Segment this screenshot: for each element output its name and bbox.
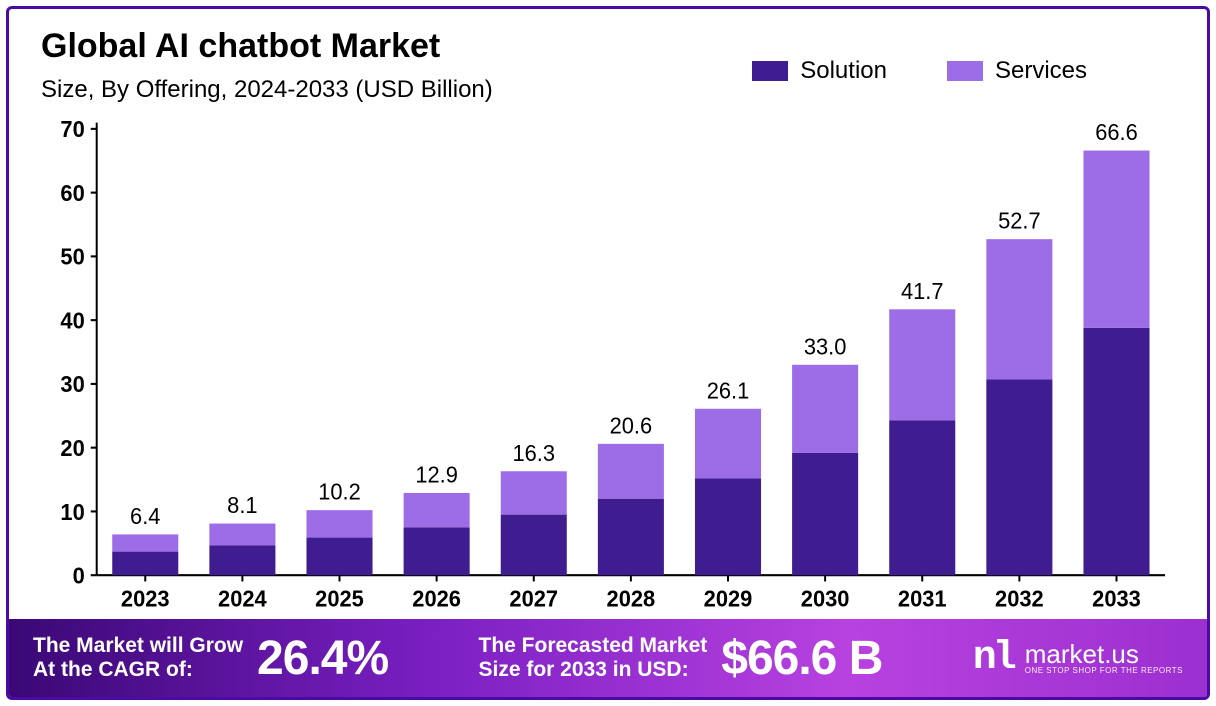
x-tick-label: 2031	[898, 586, 947, 612]
bar-total-label: 33.0	[804, 334, 847, 360]
brand-name: market.us	[1025, 641, 1183, 667]
x-tick-label: 2029	[704, 586, 753, 612]
x-tick-label: 2033	[1092, 586, 1141, 612]
brand: nl market.us ONE STOP SHOP FOR THE REPOR…	[973, 636, 1183, 681]
x-tick-label: 2028	[607, 586, 656, 612]
svg-text:20: 20	[60, 436, 84, 462]
bar-segment	[598, 444, 664, 499]
legend-swatch-solution	[752, 61, 788, 81]
forecast-value: $66.6 B	[721, 631, 882, 686]
bar-segment	[889, 420, 955, 575]
bar-total-label: 26.1	[707, 378, 750, 404]
bar-segment	[501, 515, 567, 576]
bar-segment	[986, 239, 1052, 379]
bar-segment	[404, 493, 470, 527]
chart-area: 0102030405060706.420238.1202410.2202512.…	[41, 108, 1175, 619]
bar-total-label: 16.3	[512, 440, 555, 466]
x-tick-label: 2026	[412, 586, 461, 612]
forecast-text: The Forecasted Market Size for 2033 in U…	[479, 634, 708, 682]
cagr-line1: The Market will Grow	[33, 634, 243, 658]
bar-chart: 0102030405060706.420238.1202410.2202512.…	[41, 108, 1175, 619]
svg-text:60: 60	[60, 180, 84, 206]
bar-total-label: 41.7	[901, 278, 944, 304]
svg-text:0: 0	[73, 563, 85, 589]
cagr-line2: At the CAGR of:	[33, 658, 243, 682]
cagr-block: The Market will Grow At the CAGR of: 26.…	[33, 631, 388, 686]
x-tick-label: 2030	[801, 586, 850, 612]
bar-segment	[112, 534, 178, 551]
x-tick-label: 2027	[509, 586, 558, 612]
bar-segment	[306, 538, 372, 576]
bar-segment	[112, 552, 178, 576]
bar-segment	[889, 309, 955, 420]
footer-banner: The Market will Grow At the CAGR of: 26.…	[9, 619, 1207, 697]
bar-segment	[209, 524, 275, 546]
brand-text: market.us ONE STOP SHOP FOR THE REPORTS	[1025, 641, 1183, 675]
bar-segment	[598, 499, 664, 576]
cagr-text: The Market will Grow At the CAGR of:	[33, 634, 243, 682]
svg-text:30: 30	[60, 372, 84, 398]
chart-frame: Global AI chatbot Market Size, By Offeri…	[6, 6, 1210, 700]
x-tick-label: 2023	[121, 586, 170, 612]
bar-segment	[306, 510, 372, 537]
svg-text:70: 70	[60, 117, 84, 143]
bar-segment	[792, 453, 858, 575]
forecast-block: The Forecasted Market Size for 2033 in U…	[479, 631, 883, 686]
bar-total-label: 66.6	[1095, 120, 1138, 146]
bar-segment	[404, 527, 470, 575]
bar-segment	[695, 409, 761, 479]
bar-segment	[792, 365, 858, 453]
bar-total-label: 8.1	[227, 493, 257, 519]
brand-logo-icon: nl	[973, 636, 1013, 681]
legend-item-services: Services	[947, 57, 1087, 85]
legend-item-solution: Solution	[752, 57, 887, 85]
bar-segment	[209, 545, 275, 575]
svg-text:10: 10	[60, 499, 84, 525]
x-tick-label: 2024	[218, 586, 267, 612]
svg-text:40: 40	[60, 308, 84, 334]
x-tick-label: 2025	[315, 586, 364, 612]
bar-total-label: 20.6	[610, 413, 653, 439]
legend-label-solution: Solution	[800, 57, 887, 85]
forecast-line2: Size for 2033 in USD:	[479, 658, 708, 682]
legend: Solution Services	[752, 57, 1087, 85]
forecast-line1: The Forecasted Market	[479, 634, 708, 658]
bar-segment	[1083, 151, 1149, 328]
x-tick-label: 2032	[995, 586, 1044, 612]
bar-segment	[501, 471, 567, 514]
bar-segment	[986, 379, 1052, 575]
bar-total-label: 52.7	[998, 208, 1041, 234]
cagr-value: 26.4%	[257, 631, 388, 686]
bar-segment	[695, 478, 761, 575]
legend-swatch-services	[947, 61, 983, 81]
bar-total-label: 6.4	[130, 503, 160, 529]
brand-tagline: ONE STOP SHOP FOR THE REPORTS	[1025, 667, 1183, 675]
svg-text:50: 50	[60, 244, 84, 270]
bar-segment	[1083, 328, 1149, 575]
bar-total-label: 12.9	[415, 462, 458, 488]
legend-label-services: Services	[995, 57, 1087, 85]
bar-total-label: 10.2	[318, 479, 361, 505]
